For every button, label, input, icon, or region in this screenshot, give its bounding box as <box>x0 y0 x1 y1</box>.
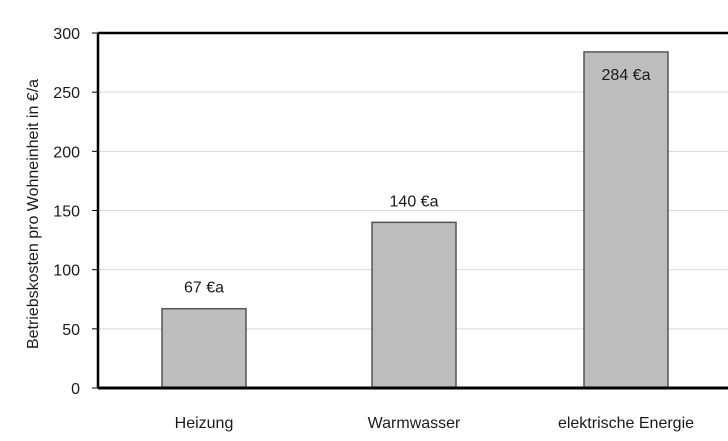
data-label: 284 €a <box>602 67 651 84</box>
y-tick-label: 150 <box>53 204 80 221</box>
y-tick-label: 300 <box>53 26 80 43</box>
x-category-label: Heizung <box>175 415 234 432</box>
x-category-label: Warmwasser <box>368 415 461 432</box>
y-tick-label: 250 <box>53 85 80 102</box>
y-axis-title: Betriebskosten pro Wohneinheit in €/a <box>25 79 42 349</box>
y-tick-label: 50 <box>62 322 80 339</box>
bars <box>161 51 669 389</box>
y-tick-label: 100 <box>53 263 80 280</box>
axes <box>92 31 728 390</box>
bar-elektrische-energie <box>583 51 669 389</box>
bar-heizung <box>161 307 247 389</box>
y-tick-label: 0 <box>71 381 80 398</box>
labels: 0 50 100 150 200 250 300 67 €a Heizung 140 €a Warm… <box>53 26 694 432</box>
bar-warmwasser <box>371 221 457 389</box>
data-label: 140 €a <box>390 193 439 210</box>
data-label: 67 €a <box>184 280 224 297</box>
x-category-label: elektrische Energie <box>558 415 694 432</box>
y-tick-label: 200 <box>53 144 80 161</box>
